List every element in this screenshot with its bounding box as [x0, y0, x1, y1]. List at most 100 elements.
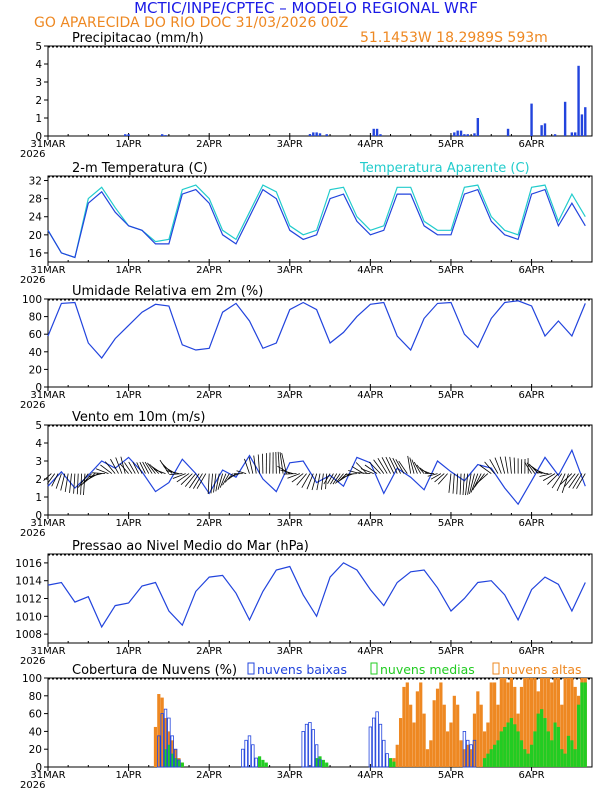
- pressure-line: [47, 562, 586, 629]
- wind-arrow: [180, 473, 193, 485]
- wind-arrow: [166, 470, 180, 474]
- wind-arrow: [100, 464, 113, 474]
- mid-cloud-bar: [264, 762, 268, 767]
- mid-cloud-bar: [570, 740, 574, 767]
- wind-arrow: [55, 473, 62, 489]
- wind-title: Vento em 10m (m/s): [72, 410, 205, 425]
- wind-arrow: [561, 473, 569, 494]
- wind-arrow: [217, 473, 224, 490]
- mid-cloud-bar: [321, 759, 325, 767]
- mid-cloud-bar: [523, 749, 527, 767]
- pressure-panel: 1008 1010 1012 1014 1016 31MAR 1APR 2APR 3APR 4AP…: [15, 539, 593, 667]
- clouds-ytick-label: 60: [29, 709, 42, 721]
- wind-arrow: [80, 473, 92, 487]
- rh-xtick-label: 6APR: [518, 390, 544, 401]
- rh-xtick-label: 2APR: [196, 390, 222, 401]
- high-cloud-bar: [570, 678, 574, 767]
- high-cloud-bar: [405, 682, 409, 767]
- wind-arrow: [124, 462, 133, 474]
- rh-panel: 0 20 40 60 80 100 31MAR 1APR 2APR 3APR 4APR 5APR 6AP…: [20, 284, 593, 411]
- low-cloud-bar: [163, 708, 168, 768]
- high-cloud-bar: [456, 704, 460, 767]
- mid-cloud-bar: [503, 726, 507, 767]
- wind-arrow: [172, 473, 186, 479]
- temp-xtick-label: 1APR: [115, 265, 141, 276]
- wind-xtick-label: 4APR: [357, 518, 383, 529]
- wind-arrow: [136, 462, 143, 474]
- high-cloud-bar: [550, 682, 554, 767]
- wind-arrow: [306, 473, 314, 490]
- rh-xtick-label: 5APR: [438, 390, 464, 401]
- wind-arrow: [479, 464, 492, 474]
- temp-ytick-label: 24: [29, 212, 43, 224]
- pressure-xtick-label: 4APR: [357, 646, 383, 657]
- wind-arrow: [398, 460, 408, 474]
- wind-arrow: [210, 473, 213, 494]
- rh-xtick-label: 4APR: [357, 390, 383, 401]
- high-cloud-bar: [560, 704, 564, 767]
- pressure-ytick-label: 1010: [15, 611, 42, 623]
- wind-frame: [47, 424, 593, 516]
- low-cloud-bar: [378, 723, 383, 768]
- wind-arrow: [335, 473, 344, 484]
- rh-ytick-label: 0: [35, 382, 42, 394]
- mid-cloud-bar: [550, 740, 554, 767]
- wind-ytick-label: 0: [35, 510, 42, 522]
- mid-cloud-bar: [563, 753, 567, 767]
- rh-year-label: 2026: [20, 400, 45, 411]
- high-cloud-bar: [395, 744, 399, 767]
- precip-ytick-label: 1: [35, 113, 42, 125]
- clouds-ytick-label: 40: [29, 726, 42, 738]
- low-cloud-bar: [469, 744, 473, 768]
- mid-cloud-bar: [318, 756, 322, 767]
- wind-arrow: [281, 452, 287, 474]
- precip-frame: [47, 45, 593, 137]
- wind-arrow: [279, 452, 284, 474]
- temp-line: [47, 188, 586, 259]
- precip-xtick-label: 31MAR: [30, 139, 65, 150]
- precip-bar: [453, 132, 456, 136]
- precip-bar: [580, 114, 584, 136]
- wind-arrow: [69, 473, 72, 493]
- rh-ytick-label: 40: [29, 347, 42, 359]
- wind-arrow: [551, 473, 563, 489]
- high-cloud-bar: [160, 697, 164, 767]
- wind-xtick-label: 6APR: [518, 518, 544, 529]
- wind-arrow: [474, 473, 485, 488]
- mid-cloud-bar: [519, 740, 524, 767]
- high-cloud-bar: [493, 682, 497, 767]
- low-cloud-bar: [472, 739, 477, 768]
- precip-ytick-label: 4: [35, 59, 42, 71]
- wind-arrow: [395, 459, 405, 474]
- wind-arrow: [364, 464, 378, 474]
- precip-bar: [315, 132, 318, 136]
- precip-bar: [570, 132, 574, 136]
- wind-arrow: [104, 461, 116, 474]
- mid-cloud-bar: [536, 713, 540, 767]
- wind-arrow: [120, 456, 126, 474]
- rh-title: Umidade Relativa em 2m (%): [72, 284, 263, 299]
- panels: 0 1 2 3 4 5 31MAR 1APR 2APR 3APR 4APR 5APR 6APR 2026 P…: [15, 31, 593, 791]
- precip-xtick-label: 4APR: [357, 139, 383, 150]
- cloud-legend-swatch: [370, 662, 378, 675]
- wind-arrow: [434, 473, 445, 483]
- wind-arrow: [332, 473, 341, 485]
- clouds-xtick-label: 3APR: [277, 770, 303, 781]
- high-cloud-bar: [466, 744, 470, 767]
- high-cloud-bar: [409, 704, 413, 767]
- wind-arrow: [547, 473, 559, 485]
- mid-cloud-bar: [388, 758, 393, 767]
- wind-arrow: [472, 473, 482, 491]
- mid-cloud-bar: [177, 759, 181, 767]
- wind-speed-line: [47, 448, 586, 506]
- rh-xtick-label: 1APR: [115, 390, 141, 401]
- wind-arrow: [236, 470, 247, 474]
- wind-arrow: [568, 473, 579, 489]
- precip-bar: [466, 134, 469, 136]
- temp-title: 2-m Temperatura (C): [72, 161, 208, 176]
- pressure-title: Pressao ao Nivel Medio do Mar (hPa): [72, 539, 309, 554]
- cloud-legend-swatch: [247, 662, 255, 675]
- high-cloud-bar: [486, 722, 490, 767]
- high-cloud-bar: [163, 718, 168, 767]
- low-cloud-bar: [382, 739, 386, 768]
